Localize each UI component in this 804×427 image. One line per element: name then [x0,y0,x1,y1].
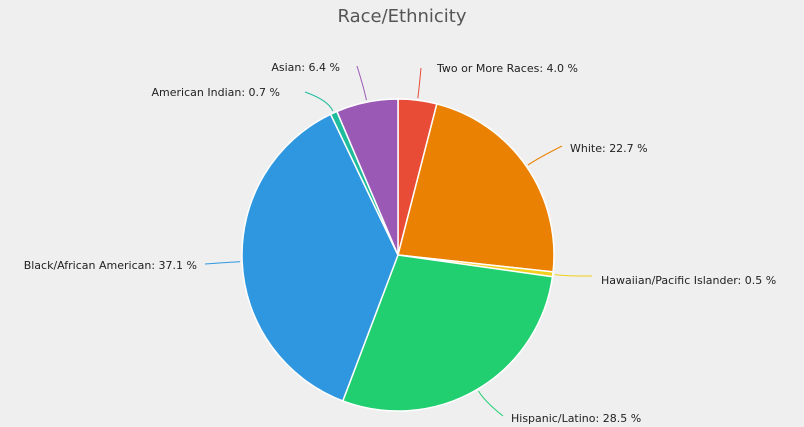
leader-line [554,274,593,277]
slice-label: Hispanic/Latino: 28.5 % [511,412,641,425]
slice-label: Black/African American: 37.1 % [24,259,197,272]
slice-label: Asian: 6.4 % [271,61,340,74]
slice-label: American Indian: 0.7 % [152,86,280,99]
pie-slice-hispanic-latino[interactable] [341,254,554,412]
slice-label: Two or More Races: 4.0 % [436,62,578,75]
slice-label: White: 22.7 % [570,142,648,155]
leader-line [527,145,563,166]
leader-line [204,261,241,265]
leader-line [417,67,422,99]
slice-label: Hawaiian/Pacific Islander: 0.5 % [601,274,776,287]
leader-line [304,91,334,112]
leader-line [356,65,367,101]
leader-line [478,390,504,417]
pie-slice-asian[interactable] [335,98,399,256]
pie-slice-white[interactable] [397,102,555,273]
chart-title: Race/Ethnicity [337,6,467,27]
pie-slice-black-african-american[interactable] [241,113,399,402]
